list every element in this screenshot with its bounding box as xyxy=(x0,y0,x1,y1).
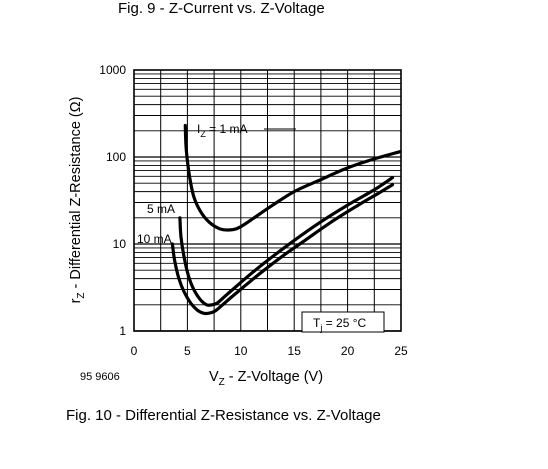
series-label-1ma: IZ = 1 mA xyxy=(197,122,248,139)
chart-grid xyxy=(133,70,402,332)
curves xyxy=(170,123,402,316)
plot-frame xyxy=(133,69,402,332)
y-tick-labels: 1 10 100 1000 xyxy=(99,63,126,338)
y-tick-label: 1 xyxy=(119,324,126,338)
y-tick-label: 100 xyxy=(106,150,126,164)
x-tick-label: 5 xyxy=(184,344,191,358)
condition-box xyxy=(301,311,385,333)
x-tick-label: 20 xyxy=(341,344,355,358)
x-tick-label: 0 xyxy=(131,344,138,358)
x-tick-labels: 0 5 10 15 20 25 xyxy=(131,344,408,358)
y-axis-title: rZ - Differential Z-Resistance (Ω) xyxy=(68,97,87,304)
y-tick-label: 10 xyxy=(113,237,127,251)
series-line-1ma xyxy=(183,123,402,232)
series-line-10ma xyxy=(170,183,395,316)
series-label-5ma: 5 mA xyxy=(147,202,175,216)
x-axis-title: VZ - Z-Voltage (V) xyxy=(209,369,323,388)
x-tick-label: 10 xyxy=(234,344,248,358)
y-tick-label: 1000 xyxy=(99,63,126,77)
figure-10-caption: Fig. 10 - Differential Z-Resistance vs. … xyxy=(66,407,381,424)
series-label-10ma: 10 mA xyxy=(137,232,172,246)
x-tick-label: 15 xyxy=(288,344,302,358)
condition-label: Tj = 25 °C xyxy=(313,316,367,333)
x-tick-label: 25 xyxy=(394,344,408,358)
series-line-5ma xyxy=(178,176,395,307)
doc-number: 95 9606 xyxy=(80,371,120,383)
figure-9-caption: Fig. 9 - Z-Current vs. Z-Voltage xyxy=(118,0,325,17)
